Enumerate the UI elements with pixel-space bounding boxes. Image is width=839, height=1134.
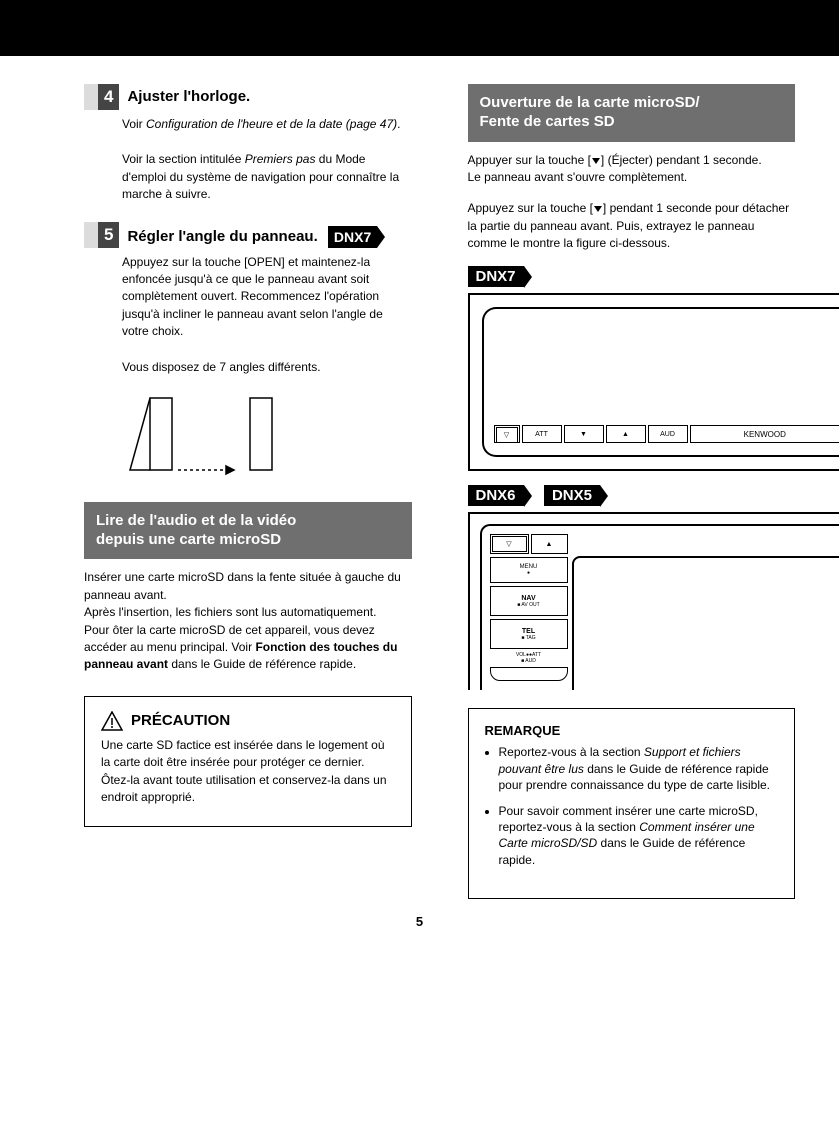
caution-box: PRÉCAUTION Une carte SD factice est insé… (84, 696, 412, 828)
note-header: REMARQUE (485, 723, 779, 738)
dnx7-eject-button: ▽ (496, 427, 518, 443)
step-number: 4 (98, 84, 119, 110)
dnx7-panel-diagram: ▽ ATT ▼ ▲ AUD KENWOOD (468, 293, 839, 471)
dnx6-knob (490, 667, 568, 681)
open-dnx7-text: Appuyer sur la touche [] (Éjecter) penda… (468, 152, 796, 187)
dnx6-vol: VOL●●ATT■ AUD (490, 652, 568, 664)
microsd-text: Insérer une carte microSD dans la fente … (84, 569, 412, 673)
step4-sub1: Voir Configuration de l'heure et de la d… (122, 116, 412, 133)
step5-text2: Vous disposez de 7 angles différents. (122, 359, 412, 376)
warning-icon (101, 711, 123, 731)
open-dnx65-text: Appuyez sur la touche [] pendant 1 secon… (468, 200, 796, 252)
step5-text1: Appuyez sur la touche [OPEN] et maintene… (122, 254, 412, 341)
dnx6-btn: ▲ (531, 534, 568, 554)
caution-text: Une carte SD factice est insérée dans le… (101, 737, 395, 807)
dnx6-nav-btn: NAV■ AV OUT (490, 586, 568, 616)
step-title: Ajuster l'horloge. (127, 84, 250, 105)
dnx7-kenwood-logo: KENWOOD (690, 425, 839, 443)
step-number: 5 (98, 222, 119, 248)
dnx6-5-panel-diagram: ▽ ▲ MENU● NAV■ AV OUT TEL■ TAG VOL●●ATT■… (468, 512, 839, 690)
column-left: 4 Ajuster l'horloge. Voir Configuration … (84, 84, 412, 899)
microsd-header: Lire de l'audio et de la vidéodepuis une… (84, 502, 412, 560)
step-title: Régler l'angle du panneau. DNX7 (127, 222, 377, 248)
dnx7-btn-aud: AUD (648, 425, 688, 443)
column-right: Ouverture de la carte microSD/Fente de c… (468, 84, 796, 899)
top-bar (0, 0, 839, 56)
caution-header: PRÉCAUTION (101, 711, 395, 731)
model-tag-dnx7: DNX7 (328, 226, 377, 248)
note-item-1: Reportez-vous à la section Support et fi… (499, 744, 779, 793)
step-badge: 4 (84, 84, 119, 110)
model-tag-dnx7: DNX7 (468, 266, 524, 287)
dnx7-btn-att: ATT (522, 425, 562, 443)
open-slot-header: Ouverture de la carte microSD/Fente de c… (468, 84, 796, 142)
angle-diagram (122, 394, 302, 478)
step4-sub2: Voir la section intitulée Premiers pas d… (122, 151, 412, 203)
note-item-2: Pour savoir comment insérer une carte mi… (499, 803, 779, 868)
dnx6-tel-btn: TEL■ TAG (490, 619, 568, 649)
dnx6-menu-btn: MENU● (490, 557, 568, 583)
dnx6-eject-button: ▽ (492, 536, 527, 552)
note-box: REMARQUE Reportez-vous à la section Supp… (468, 708, 796, 898)
step-5: 5 Régler l'angle du panneau. DNX7 (84, 222, 412, 248)
model-tag-dnx5: DNX5 (544, 485, 600, 506)
step-4: 4 Ajuster l'horloge. (84, 84, 412, 110)
dnx7-btn-down: ▼ (564, 425, 604, 443)
model-tag-dnx6: DNX6 (468, 485, 524, 506)
page-content: 4 Ajuster l'horloge. Voir Configuration … (0, 56, 839, 919)
page-number: 5 (0, 914, 839, 929)
dnx7-btn-up: ▲ (606, 425, 646, 443)
